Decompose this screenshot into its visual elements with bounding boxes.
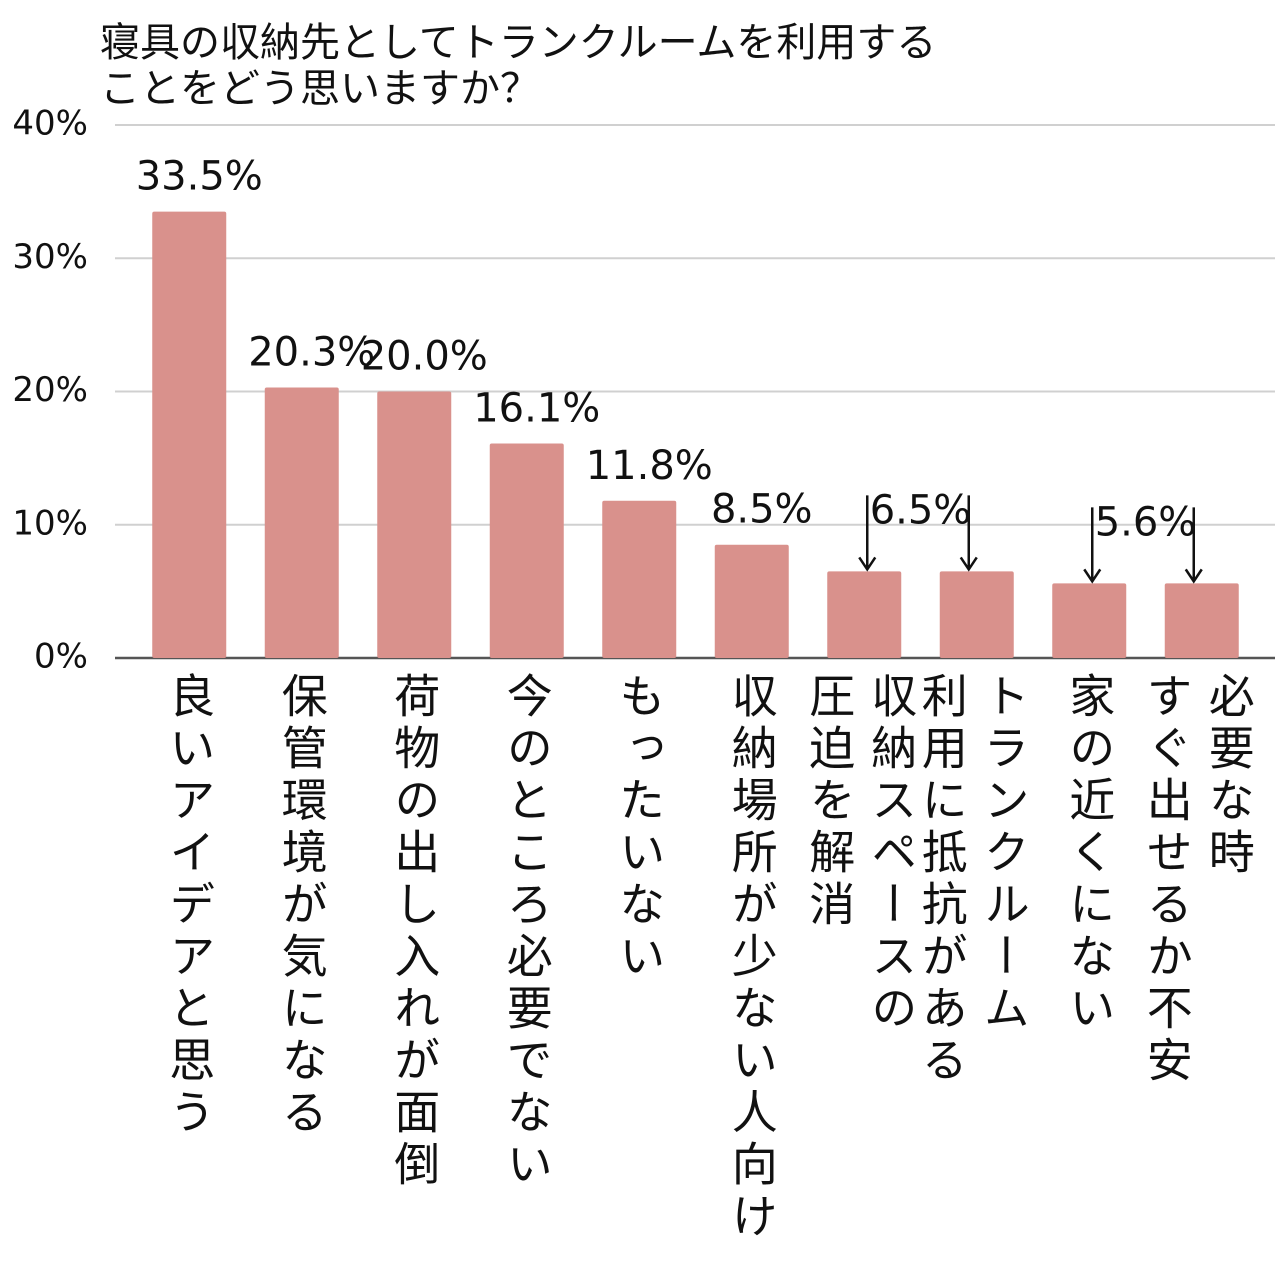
- value-label: 20.0%: [361, 334, 488, 380]
- bar: [377, 391, 452, 658]
- value-label: 8.5%: [711, 487, 813, 533]
- x-tick-label: 今のところ必要でない: [500, 672, 554, 1192]
- value-label: 20.3%: [248, 330, 375, 376]
- bar: [152, 211, 227, 659]
- bar: [714, 544, 789, 658]
- chart-title: 寝具の収納先としてトランクルームを利用する: [100, 20, 936, 66]
- bar: [939, 571, 1014, 658]
- x-tick-label: トランクルーム: [977, 672, 1031, 1036]
- label-arrow: [959, 495, 978, 572]
- x-tick-label: 良いアイデアと思う: [162, 672, 216, 1140]
- x-tick-label: 収納場所が少ない人向け: [725, 672, 779, 1244]
- value-label: 11.8%: [586, 443, 713, 489]
- y-tick-label: 30%: [12, 237, 88, 277]
- y-tick-label: 20%: [12, 370, 88, 410]
- value-label: 16.1%: [473, 385, 600, 431]
- x-tick-label: もったいない: [612, 672, 666, 984]
- label-arrow: [1083, 507, 1102, 584]
- x-tick-label: 利用に抵抗がある: [915, 672, 969, 1088]
- bar: [827, 571, 902, 658]
- bar: [1052, 583, 1127, 658]
- value-label: 6.5%: [870, 487, 972, 533]
- bar: [489, 443, 564, 658]
- bar: [602, 500, 677, 658]
- chart-title: ことをどう思いますか？: [100, 66, 540, 112]
- y-tick-label: 0%: [34, 637, 88, 677]
- x-tick-label: 必要な時: [1202, 672, 1256, 880]
- bar: [264, 387, 339, 658]
- y-tick-label: 10%: [12, 503, 88, 543]
- value-label: 33.5%: [136, 154, 263, 200]
- x-tick-label: 保管環境が気になる: [275, 672, 329, 1140]
- bar: [1164, 583, 1239, 658]
- label-arrow: [1184, 507, 1203, 584]
- value-label: 5.6%: [1095, 499, 1197, 545]
- x-tick-label: 荷物の出し入れが面倒: [387, 672, 441, 1192]
- label-arrow: [858, 495, 877, 572]
- x-tick-label: 家の近くにない: [1062, 672, 1116, 1036]
- x-tick-label: 圧迫を解消: [802, 672, 856, 932]
- y-tick-label: 40%: [12, 104, 88, 144]
- x-tick-label: すぐ出せるか不安: [1140, 672, 1194, 1088]
- x-tick-label: 収納スペースの: [864, 672, 918, 1036]
